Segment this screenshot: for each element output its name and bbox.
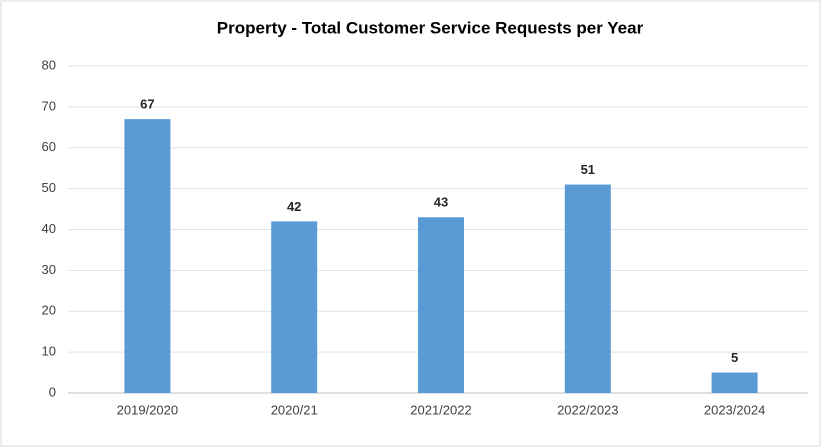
data-label: 51 xyxy=(581,162,595,177)
x-tick-label: 2022/2023 xyxy=(557,402,618,417)
x-tick-label: 2021/2022 xyxy=(410,402,471,417)
bar xyxy=(418,217,464,393)
x-tick-label: 2023/2024 xyxy=(704,402,765,417)
y-tick-label: 40 xyxy=(42,221,56,236)
x-tick-label: 2019/2020 xyxy=(117,402,178,417)
data-label: 43 xyxy=(434,195,448,210)
y-tick-label: 80 xyxy=(42,57,56,72)
bar xyxy=(124,119,171,393)
y-tick-label: 20 xyxy=(42,303,56,318)
y-tick-label: 70 xyxy=(42,98,56,113)
y-tick-label: 10 xyxy=(42,344,56,359)
x-tick-label: 2020/21 xyxy=(271,402,318,417)
data-label: 67 xyxy=(140,97,154,112)
bar xyxy=(564,184,611,393)
y-tick-label: 0 xyxy=(49,384,56,399)
y-tick-label: 50 xyxy=(42,180,56,195)
bar xyxy=(711,372,758,393)
data-label: 42 xyxy=(287,199,301,214)
chart-title: Property - Total Customer Service Reques… xyxy=(217,18,644,37)
bar xyxy=(271,221,318,393)
y-tick-label: 30 xyxy=(42,262,56,277)
data-label: 5 xyxy=(731,350,738,365)
y-tick-label: 60 xyxy=(42,139,56,154)
